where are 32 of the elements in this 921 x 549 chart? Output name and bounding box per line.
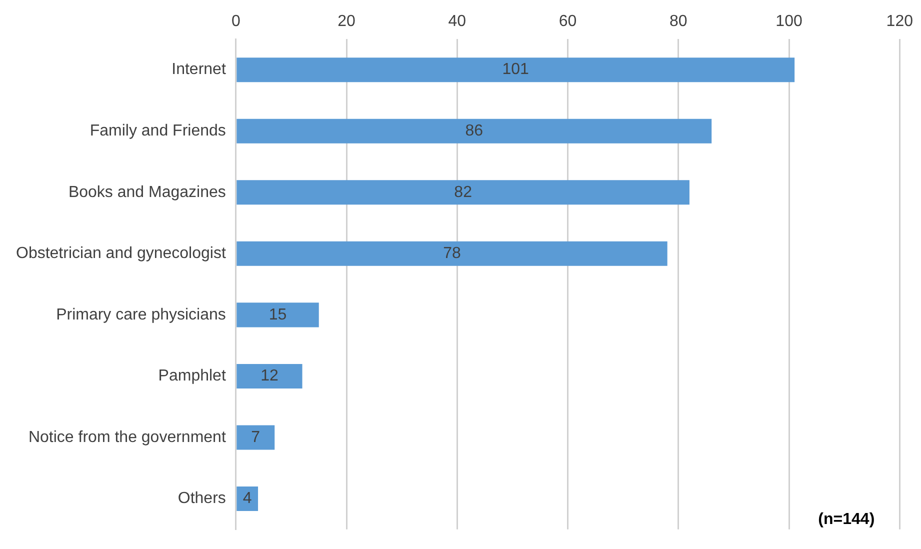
x-tick-label: 80 xyxy=(670,13,688,30)
data-label: 7 xyxy=(251,428,260,446)
y-tick-label: Books and Magazines xyxy=(68,184,226,201)
data-label: 86 xyxy=(465,122,484,140)
bar xyxy=(236,486,258,512)
data-label: 4 xyxy=(242,490,252,508)
y-tick-label: Primary care physicians xyxy=(56,306,226,324)
data-label: 101 xyxy=(502,61,530,78)
y-tick-label: Obstetrician and gynecologist xyxy=(16,245,226,262)
bar xyxy=(236,118,712,144)
x-tick-label: 60 xyxy=(558,13,577,30)
x-tick-label: 20 xyxy=(338,13,356,30)
bar xyxy=(236,364,302,388)
y-tick-label: Family and Friends xyxy=(90,122,226,140)
x-tick-label: 0 xyxy=(231,13,240,30)
y-tick-label: Internet xyxy=(172,61,226,78)
data-label: 12 xyxy=(260,368,278,385)
bar xyxy=(236,180,690,205)
data-label: 78 xyxy=(443,245,461,262)
bar xyxy=(236,241,668,266)
data-label: 15 xyxy=(268,306,287,324)
y-tick-label: Others xyxy=(178,490,226,508)
bar xyxy=(236,302,319,328)
y-tick-label: Pamphlet xyxy=(158,368,226,385)
bar xyxy=(236,58,795,82)
x-tick-label: 120 xyxy=(886,13,914,30)
y-tick-label: Notice from the government xyxy=(28,428,226,446)
x-tick-label: 40 xyxy=(448,13,466,30)
data-label: 82 xyxy=(454,184,472,201)
bar xyxy=(236,425,275,450)
x-tick-label: 100 xyxy=(776,13,802,30)
annotation: (n=144) xyxy=(818,510,875,528)
